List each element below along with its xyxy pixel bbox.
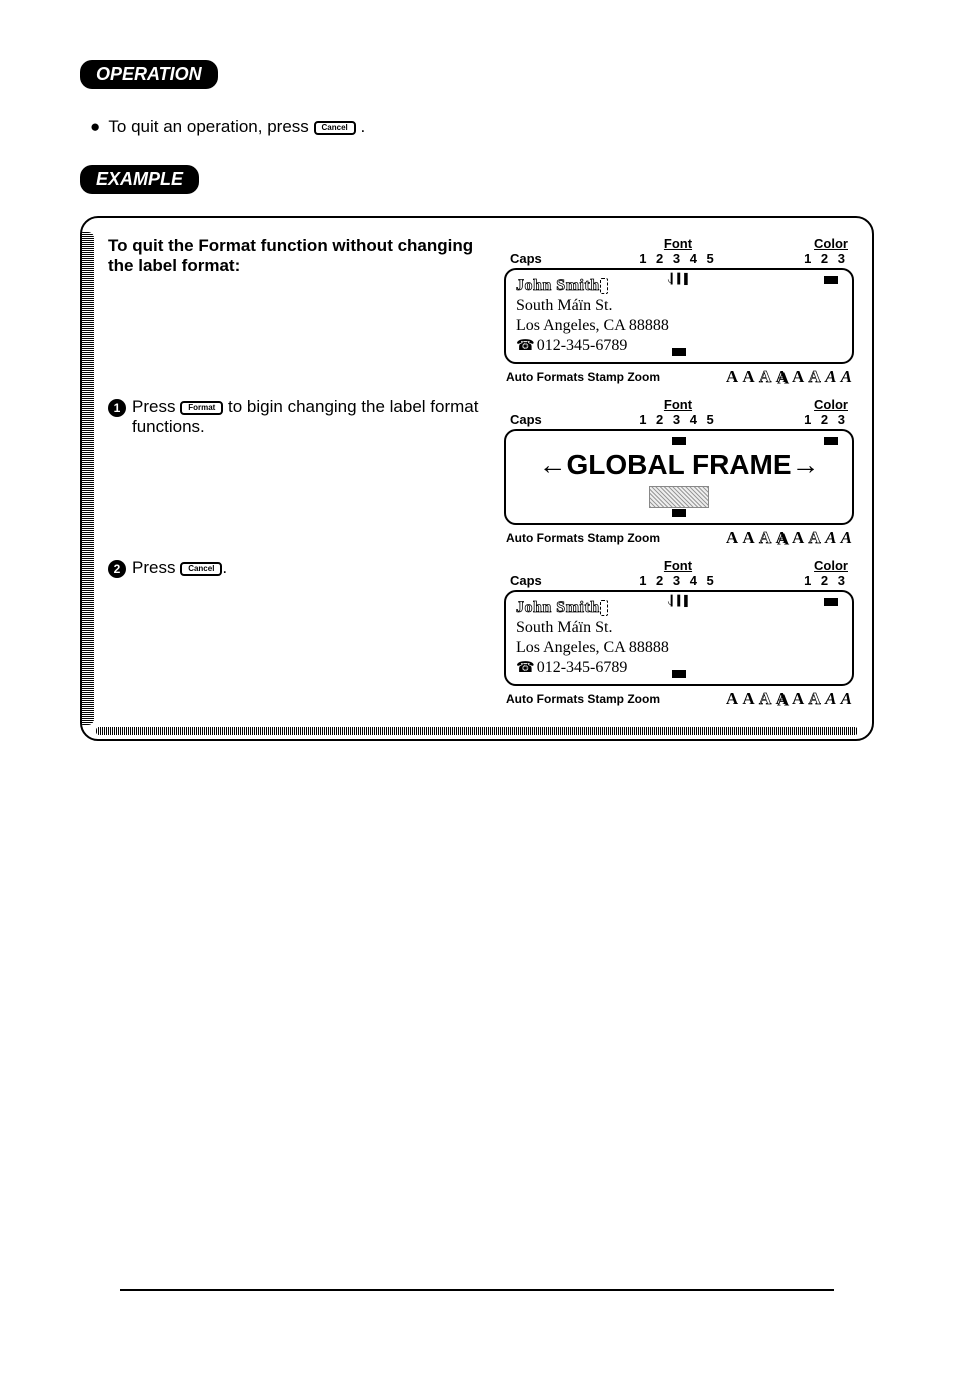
lcd-display-2: Caps Font 1 2 3 4 5 Color 1 2 3 ←GLOBAL … [504,397,854,548]
format-key: Format [180,401,223,415]
font-sample-row-2: A A A A A A A A [726,528,852,548]
caps-label-3: Caps [510,573,588,588]
lcd-line1-name: John Smith [516,277,600,294]
bullet-icon: ● [90,117,104,137]
step1-pre: Press [132,397,180,416]
lcd3-line3: Los Angeles, CA 88888 [516,638,842,658]
font-sample-row-3: A A A A A A A A [726,689,852,709]
global-frame-text: ←GLOBAL FRAME→ [538,447,819,482]
phone-icon [516,337,537,354]
operation-header: OPERATION [80,60,218,89]
operation-text-pre: To quit an operation, press [108,117,313,136]
lcd-line3: Los Angeles, CA 88888 [516,316,842,336]
bottom-stripe-decoration [96,727,858,735]
indicator-top-icon [824,276,838,284]
indicator-top-icon-2 [672,437,686,445]
cursor-icon [600,278,608,294]
indicator-bot-icon [672,348,686,356]
caps-label: Caps [510,251,588,266]
font-label-2: Font [588,397,768,412]
cursor-icon-3 [600,600,608,616]
lcd-screen-1: ◟▎▍▌ John Smith South Máïn St. Los Angel… [504,268,854,364]
lcd3-line2: South Máïn St. [516,618,842,638]
phone-icon-3 [516,659,537,676]
step2-pre: Press [132,558,180,577]
cancel-key-2: Cancel [180,562,222,576]
step-number-1: 1 [108,399,126,417]
lcd3-line4: 012-345-6789 [537,659,628,676]
lcd-bottom-modes-3: Auto Formats Stamp Zoom [506,692,660,706]
battery-icon: ◟▎▍▌ [668,274,690,287]
lcd-display-3: Caps Font 1 2 3 4 5 Color 1 2 3 ◟▎▍▌ Joh… [504,558,854,709]
color-label-2: Color [768,397,848,412]
font-nums-2: 1 2 3 4 5 [588,412,768,427]
lcd-screen-3: ◟▎▍▌ John Smith South Máïn St. Los Angel… [504,590,854,686]
color-label-3: Color [768,558,848,573]
footer-divider [120,1289,834,1291]
lcd-bottom-modes-2: Auto Formats Stamp Zoom [506,531,660,545]
indicator-right-icon-2 [824,437,838,445]
cancel-key: Cancel [314,121,356,135]
caps-label-2: Caps [510,412,588,427]
lcd3-line1-name: John Smith [516,599,600,616]
indicator-bot-icon-2 [672,509,686,517]
lcd-bottom-modes: Auto Formats Stamp Zoom [506,370,660,384]
left-stripe-decoration [82,232,94,725]
font-nums-3: 1 2 3 4 5 [588,573,768,588]
example-title: To quit the Format function without chan… [108,236,496,276]
global-frame-preview [649,486,709,508]
battery-icon-3: ◟▎▍▌ [668,596,690,609]
font-sample-row: A A A A A A A A [726,367,852,387]
operation-line: ● To quit an operation, press Cancel . [90,117,874,137]
step-number-2: 2 [108,560,126,578]
font-label: Font [588,236,768,251]
lcd-line4: 012-345-6789 [537,337,628,354]
color-nums-2: 1 2 3 [768,412,848,427]
font-nums: 1 2 3 4 5 [588,251,768,266]
example-box: To quit the Format function without chan… [80,216,874,741]
operation-text-post: . [360,117,365,136]
example-header: EXAMPLE [80,165,199,194]
color-label: Color [768,236,848,251]
step2-post: . [222,558,227,577]
lcd-line2: South Máïn St. [516,296,842,316]
lcd-display-1: Caps Font 1 2 3 4 5 Color 1 2 3 ◟▎▍▌ Joh… [504,236,854,387]
color-nums-3: 1 2 3 [768,573,848,588]
color-nums: 1 2 3 [768,251,848,266]
font-label-3: Font [588,558,768,573]
indicator-bot-icon-3 [672,670,686,678]
indicator-top-icon-3 [824,598,838,606]
lcd-screen-2: ←GLOBAL FRAME→ [504,429,854,525]
